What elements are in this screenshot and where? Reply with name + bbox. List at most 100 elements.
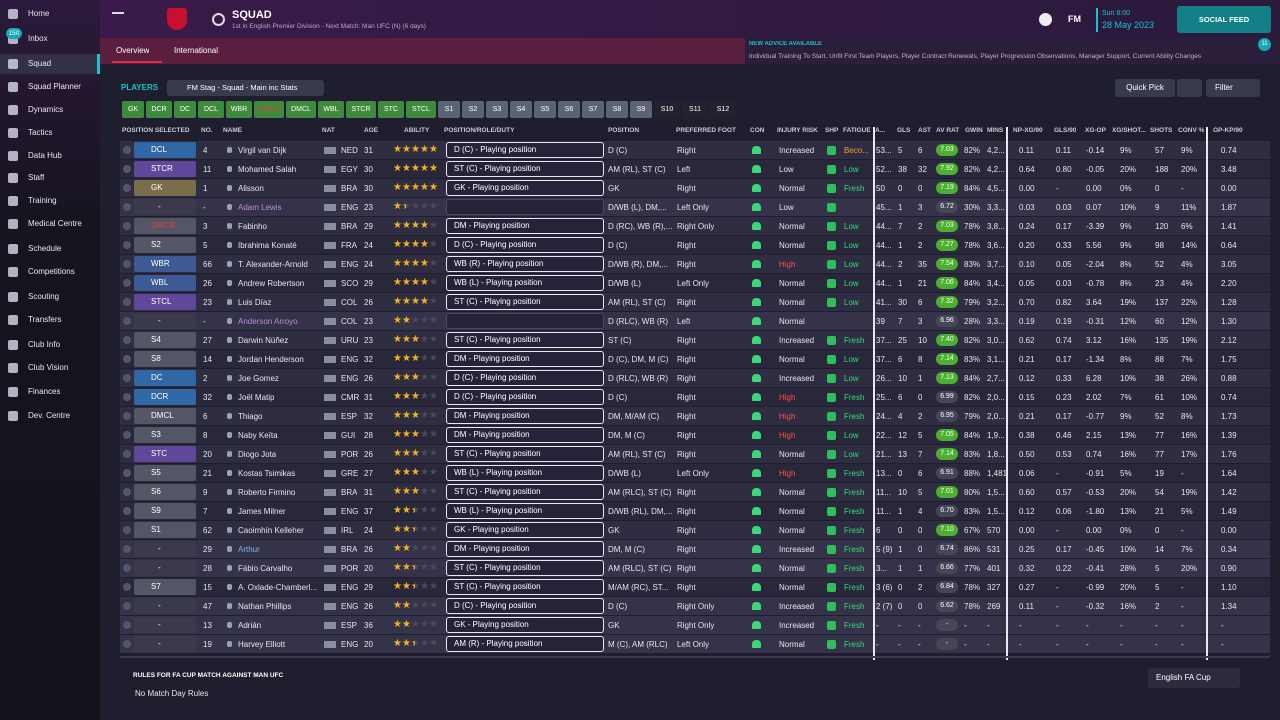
nav-icon[interactable] <box>8 34 18 44</box>
table-row[interactable] <box>120 312 1270 330</box>
role-select[interactable]: GK - Playing position <box>446 522 604 538</box>
nav-item[interactable]: Club Info <box>28 340 61 349</box>
table-row[interactable] <box>120 160 1270 178</box>
nav-item[interactable]: Scouting <box>28 292 60 301</box>
position-filter[interactable]: DCL <box>198 101 224 118</box>
nav-item[interactable]: Home <box>28 9 50 18</box>
role-select[interactable]: GK - Playing position <box>446 180 604 196</box>
role-select[interactable]: WB (R) - Playing position <box>446 256 604 272</box>
position-filter[interactable]: WBL <box>318 101 344 118</box>
position-filter[interactable]: STCR <box>346 101 376 118</box>
nav-icon[interactable] <box>8 387 18 397</box>
nav-item[interactable]: Club Vision <box>28 363 69 372</box>
nav-icon[interactable] <box>8 219 18 229</box>
quick-pick-arrow[interactable] <box>1177 79 1202 97</box>
position-select[interactable]: STCR <box>134 161 196 177</box>
position-filter[interactable]: S2 <box>462 101 484 118</box>
table-row[interactable] <box>120 255 1270 273</box>
position-filter[interactable]: GK <box>122 101 144 118</box>
position-select[interactable]: - <box>134 313 196 329</box>
position-select[interactable]: S1 <box>134 522 196 538</box>
table-row[interactable] <box>120 217 1270 235</box>
role-select[interactable]: D (C) - Playing position <box>446 598 604 614</box>
position-select[interactable]: WBL <box>134 275 196 291</box>
position-select[interactable]: DCR <box>134 389 196 405</box>
nav-icon[interactable] <box>8 59 18 69</box>
position-select[interactable]: - <box>134 541 196 557</box>
position-filter[interactable]: S3 <box>486 101 508 118</box>
nav-item[interactable]: Tactics <box>28 128 53 137</box>
nav-item[interactable]: Dev. Centre <box>28 411 71 420</box>
table-row[interactable] <box>120 198 1270 216</box>
competition-select[interactable]: English FA Cup <box>1148 668 1240 688</box>
position-filter[interactable]: S8 <box>606 101 628 118</box>
position-select[interactable]: DC <box>134 370 196 386</box>
table-row[interactable] <box>120 464 1270 482</box>
nav-item[interactable]: Competitions <box>28 267 75 276</box>
position-filter[interactable]: S11 <box>682 101 708 118</box>
position-select[interactable]: S7 <box>134 579 196 595</box>
table-row[interactable] <box>120 331 1270 349</box>
position-select[interactable]: S6 <box>134 484 196 500</box>
nav-icon[interactable] <box>8 411 18 421</box>
tab[interactable]: International <box>174 46 219 55</box>
role-select[interactable]: GK - Playing position <box>446 617 604 633</box>
position-select[interactable]: S2 <box>134 237 196 253</box>
nav-item[interactable]: Squad Planner <box>28 82 81 91</box>
table-row[interactable] <box>120 616 1270 634</box>
position-select[interactable]: DMCL <box>134 408 196 424</box>
position-select[interactable]: GK <box>134 180 196 196</box>
role-select[interactable]: WB (L) - Playing position <box>446 275 604 291</box>
table-row[interactable] <box>120 388 1270 406</box>
position-select[interactable]: - <box>134 636 196 652</box>
position-select[interactable]: STC <box>134 446 196 462</box>
table-row[interactable] <box>120 540 1270 558</box>
table-row[interactable] <box>120 445 1270 463</box>
table-row[interactable] <box>120 502 1270 520</box>
role-select[interactable]: D (C) - Playing position <box>446 142 604 158</box>
nav-icon[interactable] <box>8 82 18 92</box>
table-row[interactable] <box>120 141 1270 159</box>
nav-item[interactable]: Dynamics <box>28 105 64 114</box>
table-row[interactable] <box>120 179 1270 197</box>
table-row[interactable] <box>120 597 1270 615</box>
position-filter[interactable]: S12 <box>710 101 736 118</box>
nav-icon[interactable] <box>8 9 18 19</box>
table-row[interactable] <box>120 426 1270 444</box>
nav-icon[interactable] <box>8 128 18 138</box>
role-select[interactable]: DM - Playing position <box>446 218 604 234</box>
role-select[interactable]: ST (C) - Playing position <box>446 484 604 500</box>
nav-icon[interactable] <box>8 292 18 302</box>
role-select[interactable]: DM - Playing position <box>446 351 604 367</box>
role-select[interactable]: DM - Playing position <box>446 408 604 424</box>
position-filter[interactable]: STCL <box>406 101 436 118</box>
tab[interactable]: Overview <box>116 46 150 55</box>
position-filter[interactable]: WBR <box>226 101 252 118</box>
role-select[interactable]: WB (L) - Playing position <box>446 503 604 519</box>
position-filter[interactable]: DCR <box>146 101 172 118</box>
position-filter[interactable]: S6 <box>558 101 580 118</box>
role-select[interactable]: D (C) - Playing position <box>446 389 604 405</box>
position-select[interactable]: - <box>134 199 196 215</box>
table-row[interactable] <box>120 236 1270 254</box>
nav-item[interactable]: Training <box>28 196 57 205</box>
role-select[interactable]: ST (C) - Playing position <box>446 446 604 462</box>
nav-item[interactable]: Data Hub <box>28 151 62 160</box>
nav-item[interactable]: Medical Centre <box>28 219 82 228</box>
role-select[interactable]: ST (C) - Playing position <box>446 294 604 310</box>
position-filter[interactable]: DMCR <box>254 101 284 118</box>
position-select[interactable]: STCL <box>134 294 196 310</box>
nav-icon[interactable] <box>8 196 18 206</box>
table-row[interactable] <box>120 369 1270 387</box>
position-select[interactable]: - <box>134 598 196 614</box>
nav-icon[interactable] <box>8 244 18 254</box>
quick-pick-btn[interactable]: Quick Pick <box>1115 79 1175 97</box>
role-select[interactable]: WB (L) - Playing position <box>446 465 604 481</box>
position-select[interactable]: - <box>134 617 196 633</box>
table-row[interactable] <box>120 559 1270 577</box>
position-select[interactable]: S8 <box>134 351 196 367</box>
position-filter[interactable]: S7 <box>582 101 604 118</box>
role-select[interactable] <box>446 199 604 215</box>
filter-btn[interactable]: Filter <box>1206 79 1260 97</box>
role-select[interactable]: DM - Playing position <box>446 427 604 443</box>
